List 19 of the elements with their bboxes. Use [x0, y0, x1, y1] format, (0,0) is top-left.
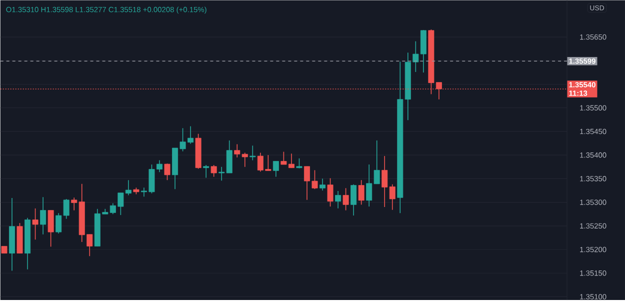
candlestick — [164, 163, 170, 181]
candlestick — [40, 196, 46, 235]
candlestick — [389, 184, 396, 210]
candlestick — [234, 144, 240, 158]
candlestick — [335, 190, 342, 209]
candlestick — [327, 178, 334, 208]
candlestick — [272, 160, 279, 178]
candlestick — [382, 156, 388, 208]
candlestick — [32, 208, 38, 240]
candlestick — [250, 145, 256, 161]
candlestick — [350, 184, 357, 216]
candlestick — [296, 158, 302, 169]
candlestick — [48, 210, 54, 248]
candlestick — [242, 152, 248, 168]
candlestick — [342, 188, 349, 211]
candlestick — [358, 180, 364, 206]
candlestick — [210, 164, 217, 178]
candlestick — [203, 164, 210, 178]
candlestick — [320, 178, 326, 192]
